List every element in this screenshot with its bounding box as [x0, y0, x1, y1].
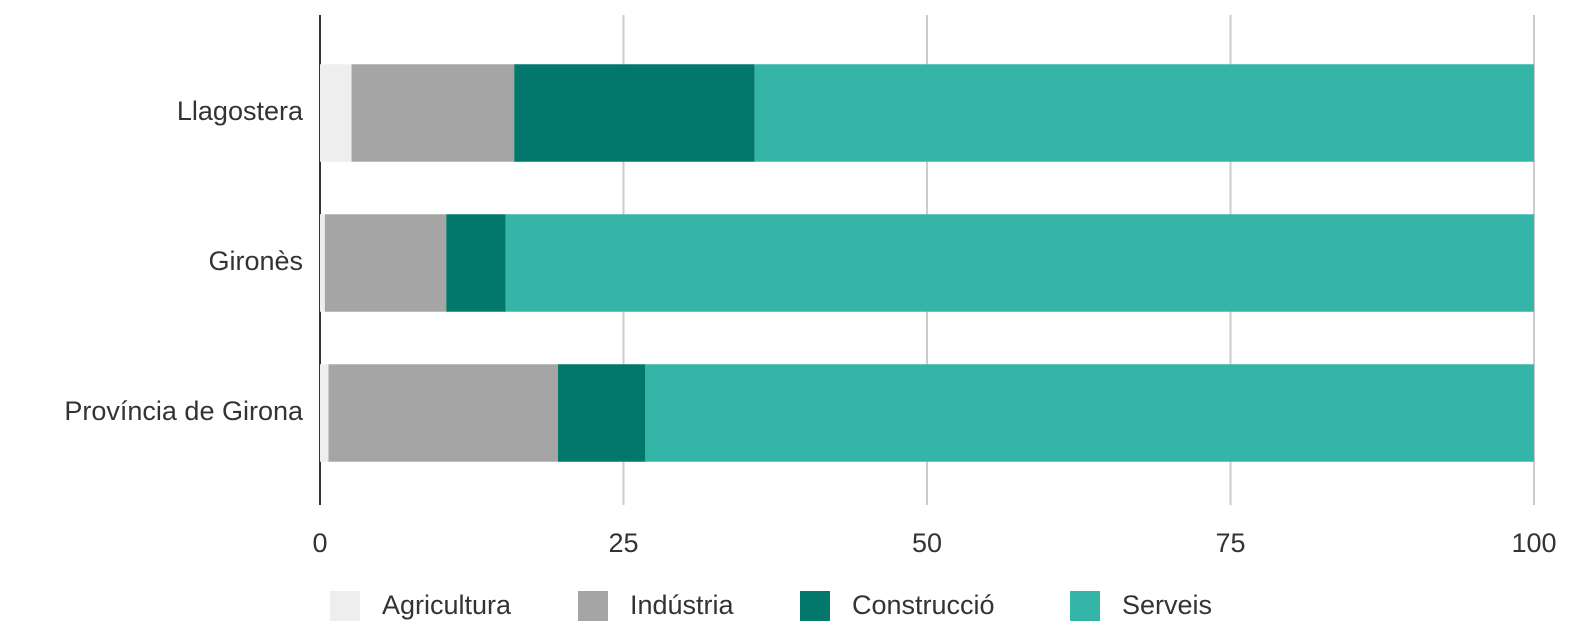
y-tick-label: Província de Girona	[64, 396, 304, 426]
bar-segment	[320, 64, 352, 162]
y-tick-label: Gironès	[208, 246, 303, 276]
legend-swatch	[330, 591, 360, 621]
legend-label: Construcció	[852, 590, 995, 620]
legend-swatch	[1070, 591, 1100, 621]
bar-segment	[328, 364, 558, 462]
legend-label: Indústria	[630, 590, 735, 620]
bar-segment	[505, 214, 1535, 312]
bar-segment	[320, 214, 325, 312]
x-tick-label: 0	[312, 528, 327, 558]
bar-segment	[645, 364, 1534, 462]
bar-segment	[754, 64, 1534, 162]
bar-segment	[324, 214, 447, 312]
bar-segment	[320, 364, 329, 462]
legend-swatch	[800, 591, 830, 621]
x-tick-label: 25	[608, 528, 638, 558]
x-tick-label: 50	[912, 528, 942, 558]
x-tick-label: 100	[1511, 528, 1556, 558]
legend-label: Serveis	[1122, 590, 1212, 620]
y-tick-label: Llagostera	[177, 96, 304, 126]
legend-swatch	[578, 591, 608, 621]
bar-segment	[514, 64, 755, 162]
bar-segment	[351, 64, 515, 162]
x-tick-label: 75	[1215, 528, 1245, 558]
bar-segment	[446, 214, 506, 312]
legend-label: Agricultura	[382, 590, 512, 620]
bar-segment	[557, 364, 646, 462]
